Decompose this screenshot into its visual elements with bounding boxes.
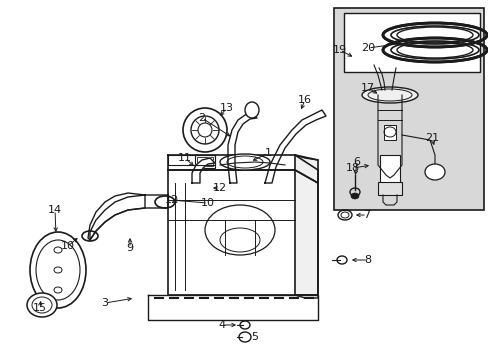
Text: 20: 20 (360, 43, 374, 53)
Bar (379, 155, 399, 185)
Polygon shape (148, 295, 317, 320)
Ellipse shape (27, 293, 57, 317)
Text: 8: 8 (364, 255, 371, 265)
Text: 16: 16 (297, 95, 311, 105)
Polygon shape (168, 155, 317, 183)
Text: 3: 3 (102, 298, 108, 308)
Text: 1: 1 (264, 148, 271, 158)
Ellipse shape (424, 164, 444, 180)
Polygon shape (294, 155, 317, 295)
Text: 4: 4 (218, 320, 225, 330)
Ellipse shape (220, 154, 269, 170)
Bar (377, 182, 401, 195)
Polygon shape (90, 195, 168, 240)
Text: 13: 13 (220, 103, 234, 113)
Polygon shape (168, 155, 215, 165)
Polygon shape (88, 193, 145, 240)
Bar (195, 155, 215, 168)
Bar (343, 13, 479, 72)
Text: 7: 7 (363, 210, 370, 220)
Text: 10: 10 (61, 241, 75, 251)
Ellipse shape (361, 87, 417, 103)
Bar (383, 125, 395, 140)
Text: 6: 6 (353, 157, 360, 167)
Polygon shape (227, 113, 257, 183)
Text: 12: 12 (164, 195, 179, 205)
Text: 11: 11 (178, 153, 192, 163)
Text: 10: 10 (201, 198, 215, 208)
Ellipse shape (244, 102, 259, 118)
Polygon shape (192, 158, 215, 183)
Text: 9: 9 (126, 243, 133, 253)
Text: 15: 15 (33, 303, 47, 313)
Text: 14: 14 (48, 205, 62, 215)
Bar (197, 157, 213, 166)
Ellipse shape (183, 108, 226, 152)
Text: 12: 12 (212, 183, 226, 193)
Text: 17: 17 (360, 83, 374, 93)
Text: 18: 18 (345, 163, 359, 173)
Ellipse shape (350, 193, 358, 199)
Text: 19: 19 (332, 45, 346, 55)
Text: 5: 5 (251, 332, 258, 342)
Polygon shape (168, 170, 317, 295)
Polygon shape (264, 110, 325, 183)
Ellipse shape (30, 232, 86, 308)
Text: 21: 21 (424, 133, 438, 143)
Text: 2: 2 (198, 113, 205, 123)
Bar (333, 8, 483, 210)
